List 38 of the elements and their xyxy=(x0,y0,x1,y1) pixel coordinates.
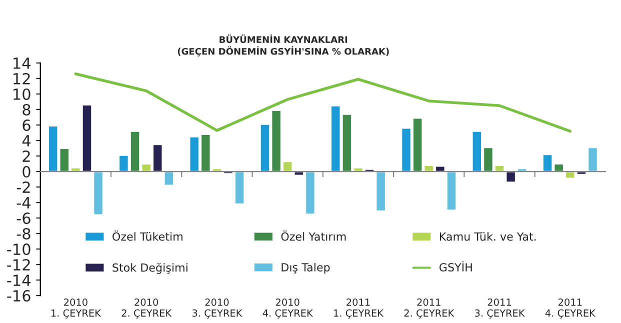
y-tick-label: 2 xyxy=(22,150,30,162)
bar xyxy=(587,146,598,172)
y-tick-label: -12 xyxy=(7,259,30,270)
x-tick-label: 2010 2. ÇEYREK xyxy=(122,298,172,318)
y-tick-label: -16 xyxy=(7,290,30,302)
chart-title: BÜYÜMENİN KAYNAKLARI (GEÇEN DÖNEMİN GSYİH'SINA % OLARAK) xyxy=(178,34,389,56)
bar xyxy=(92,170,104,216)
legend-label: Özel Tüketim xyxy=(112,230,182,241)
legend-label: Özel Yatırım xyxy=(281,230,346,241)
x-tick-label: 2011 3. ÇEYREK xyxy=(475,298,525,318)
y-tick-label: 14 xyxy=(14,58,30,69)
y-tick-label: 10 xyxy=(14,88,30,100)
y-tick-label: -4 xyxy=(16,197,30,208)
bar xyxy=(505,170,516,184)
x-tick-label: 2011 1. ÇEYREK xyxy=(334,298,384,318)
legend-label: Stok Değişimi xyxy=(112,262,188,274)
y-tick-label: -14 xyxy=(7,274,30,286)
legend-label: GSYİH xyxy=(440,261,472,272)
bar xyxy=(446,170,457,211)
bar xyxy=(163,170,174,186)
y-tick-label: -2 xyxy=(16,181,30,193)
y-tick-label: 8 xyxy=(22,104,30,116)
bar xyxy=(375,170,386,212)
y-tick-label: -10 xyxy=(7,244,30,256)
y-tick-label: -6 xyxy=(16,212,30,224)
y-tick-label: 6 xyxy=(22,119,30,132)
x-tick-label: 2011 2. ÇEYREK xyxy=(404,298,454,318)
y-tick-label: 0 xyxy=(22,166,30,178)
x-tick-label: 2010 1. ÇEYREK xyxy=(51,298,102,318)
y-tick-label: 4 xyxy=(22,135,30,146)
y-tick-label: -8 xyxy=(16,228,30,240)
line-series xyxy=(74,72,572,133)
x-tick-label: 2010 4. ÇEYREK xyxy=(262,298,314,318)
x-tick-label: 2010 3. ÇEYREK xyxy=(192,298,242,318)
y-tick-label: 12 xyxy=(14,72,30,84)
legend-label: Kamu Tük. ve Yat. xyxy=(440,232,536,241)
x-tick-label: 2011 4. ÇEYREK xyxy=(545,298,596,318)
legend-label: Dış Talep xyxy=(282,262,330,274)
